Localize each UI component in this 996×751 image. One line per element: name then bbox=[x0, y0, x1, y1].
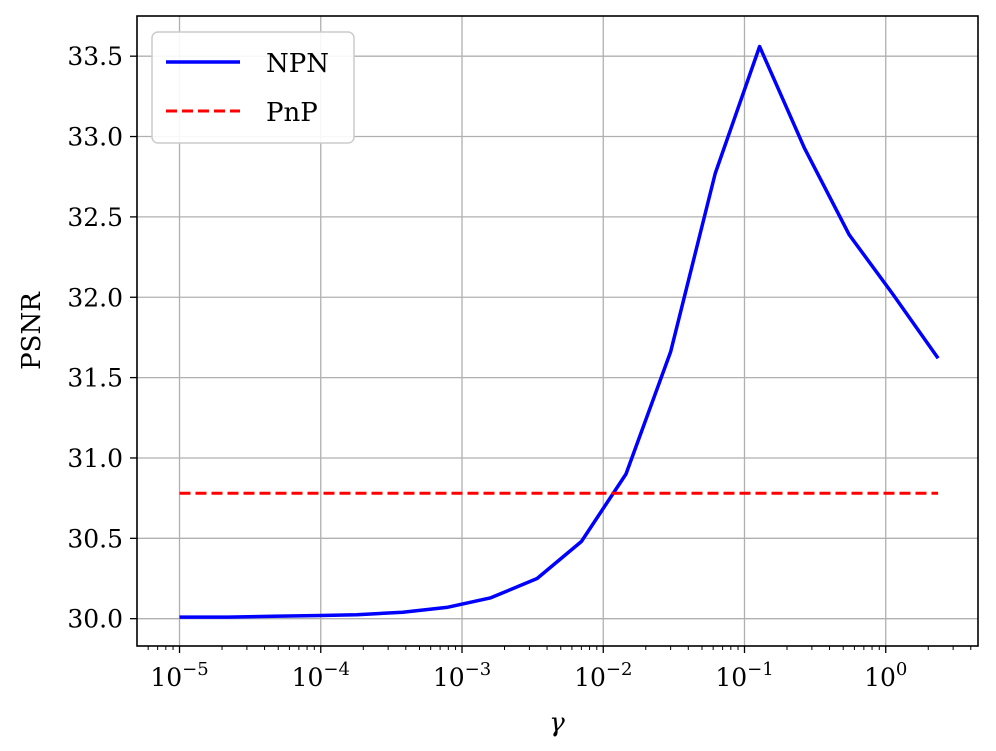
x-axis-title: γ bbox=[549, 708, 565, 738]
grid-lines bbox=[137, 16, 978, 646]
x-tick-label: 10−1 bbox=[715, 659, 773, 692]
y-tick-label: 31.5 bbox=[67, 364, 123, 393]
y-tick-label: 30.5 bbox=[67, 524, 123, 553]
series-line-npn bbox=[179, 44, 940, 619]
data-series bbox=[179, 44, 940, 619]
y-tick-label: 33.0 bbox=[67, 123, 123, 152]
x-tick-exponent: −5 bbox=[182, 659, 209, 680]
x-tick-exponent: −3 bbox=[465, 659, 492, 680]
y-tick-label: 31.0 bbox=[67, 444, 123, 473]
legend-label-pnp: PnP bbox=[266, 98, 318, 128]
x-tick-label: 10−5 bbox=[150, 659, 208, 692]
x-tick-exponent: −4 bbox=[323, 659, 350, 680]
y-tick-label: 30.0 bbox=[67, 605, 123, 634]
x-tick-exponent: −2 bbox=[606, 659, 633, 680]
x-tick-label: 10−4 bbox=[292, 659, 350, 692]
y-axis-ticks: 30.0 30.5 31.0 31.5 32.0 32.5 33.0 33.5 bbox=[67, 42, 137, 634]
legend-frame bbox=[151, 31, 355, 144]
x-tick-base: 10 bbox=[433, 663, 465, 692]
x-tick-base: 10 bbox=[864, 663, 896, 692]
legend-label-npn: NPN bbox=[266, 49, 329, 79]
x-tick-base: 10 bbox=[292, 663, 324, 692]
x-tick-base: 10 bbox=[715, 663, 747, 692]
y-tick-label: 32.5 bbox=[67, 203, 123, 232]
y-tick-label: 32.0 bbox=[67, 283, 123, 312]
y-tick-label: 33.5 bbox=[67, 42, 123, 71]
x-tick-exponent: 0 bbox=[896, 659, 907, 680]
x-tick-base: 10 bbox=[574, 663, 606, 692]
y-axis-title: PSNR bbox=[17, 291, 47, 370]
legend: NPN PnP bbox=[151, 31, 355, 144]
x-tick-label: 100 bbox=[864, 659, 907, 692]
x-tick-label: 10−3 bbox=[433, 659, 491, 692]
x-tick-base: 10 bbox=[150, 663, 182, 692]
x-axis-ticks: 10−5 10−4 10−3 10−2 10−1 100 bbox=[150, 646, 907, 692]
x-tick-label: 10−2 bbox=[574, 659, 632, 692]
x-tick-exponent: −1 bbox=[747, 659, 774, 680]
plot-frame bbox=[136, 15, 979, 647]
